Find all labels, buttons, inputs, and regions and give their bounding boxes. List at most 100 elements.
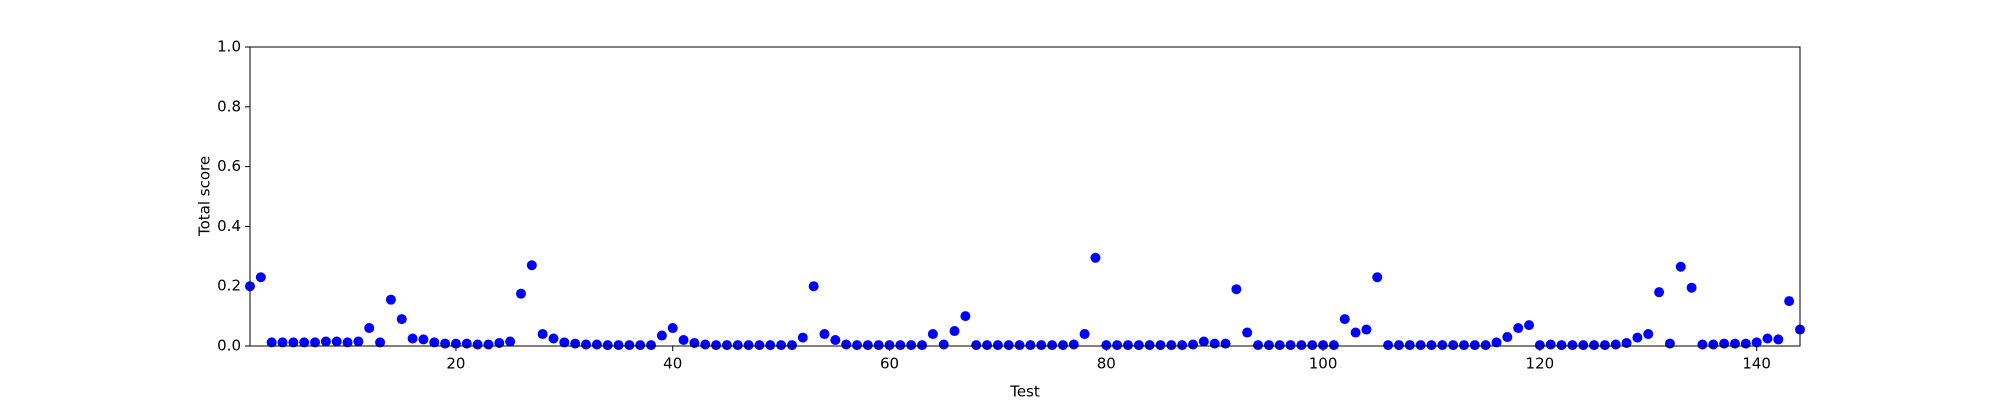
point <box>1404 340 1415 351</box>
point <box>938 339 949 350</box>
point <box>364 323 375 334</box>
point <box>1372 272 1383 283</box>
point <box>505 336 516 347</box>
point <box>667 323 678 334</box>
point <box>1242 327 1253 338</box>
point <box>548 333 559 344</box>
point <box>927 329 938 340</box>
point <box>1480 340 1491 351</box>
point <box>320 336 331 347</box>
y-axis-label: Total score <box>196 156 214 237</box>
x-tick-label: 100 <box>1309 355 1338 373</box>
point <box>1643 329 1654 340</box>
point <box>1773 334 1784 345</box>
point <box>1350 327 1361 338</box>
point <box>1762 333 1773 344</box>
point <box>483 339 494 350</box>
point <box>1220 338 1231 349</box>
point <box>310 337 321 348</box>
point <box>1101 340 1112 351</box>
point <box>1133 340 1144 351</box>
y-tick-label: 0.4 <box>217 217 241 235</box>
point <box>1599 340 1610 351</box>
point <box>461 338 472 349</box>
point <box>1729 338 1740 349</box>
point <box>1654 287 1665 298</box>
x-tick-label: 120 <box>1526 355 1555 373</box>
point <box>1448 340 1459 351</box>
point <box>873 340 884 351</box>
point <box>255 272 266 283</box>
point <box>819 329 830 340</box>
point <box>917 340 928 351</box>
point <box>1047 340 1058 351</box>
point <box>1079 329 1090 340</box>
point <box>895 340 906 351</box>
point <box>1664 338 1675 349</box>
point <box>450 338 461 349</box>
point <box>1231 284 1242 295</box>
point <box>1339 314 1350 325</box>
point <box>678 335 689 346</box>
point <box>591 339 602 350</box>
point <box>982 340 993 351</box>
point <box>851 340 862 351</box>
point <box>1740 338 1751 349</box>
point <box>1318 340 1329 351</box>
point <box>884 340 895 351</box>
point <box>342 337 353 348</box>
y-tick-label: 0.8 <box>217 97 241 115</box>
point <box>1090 252 1101 263</box>
point <box>786 340 797 351</box>
x-axis-label: Test <box>1009 383 1040 400</box>
point <box>808 281 819 292</box>
point <box>1567 340 1578 351</box>
point <box>331 336 342 347</box>
point <box>1621 338 1632 349</box>
point <box>1014 340 1025 351</box>
point <box>624 340 635 351</box>
point <box>971 340 982 351</box>
point <box>1524 320 1535 331</box>
point <box>1122 340 1133 351</box>
point <box>1697 339 1708 350</box>
point <box>1057 340 1068 351</box>
point <box>721 340 732 351</box>
point <box>1491 337 1502 348</box>
point <box>1209 338 1220 349</box>
point <box>1578 340 1589 351</box>
point <box>1036 340 1047 351</box>
point <box>1415 340 1426 351</box>
point <box>1751 337 1762 348</box>
point <box>1155 340 1166 351</box>
x-tick-label: 20 <box>446 355 465 373</box>
point <box>1458 340 1469 351</box>
y-tick-label: 0.6 <box>217 157 241 175</box>
point <box>960 311 971 322</box>
x-tick-label: 40 <box>663 355 682 373</box>
point <box>613 340 624 351</box>
point <box>602 340 613 351</box>
point <box>1534 340 1545 351</box>
point <box>1166 340 1177 351</box>
point <box>1177 340 1188 351</box>
x-tick-label: 80 <box>1097 355 1116 373</box>
point <box>526 260 537 271</box>
point <box>494 338 505 349</box>
point <box>1589 340 1600 351</box>
point <box>1426 340 1437 351</box>
point <box>1253 340 1264 351</box>
point <box>559 337 570 348</box>
point <box>754 340 765 351</box>
point <box>440 338 451 349</box>
point <box>1263 340 1274 351</box>
point <box>1188 339 1199 350</box>
point <box>776 340 787 351</box>
point <box>1469 340 1480 351</box>
point <box>288 337 299 348</box>
point <box>1112 340 1123 351</box>
point <box>1610 339 1621 350</box>
point <box>732 340 743 351</box>
